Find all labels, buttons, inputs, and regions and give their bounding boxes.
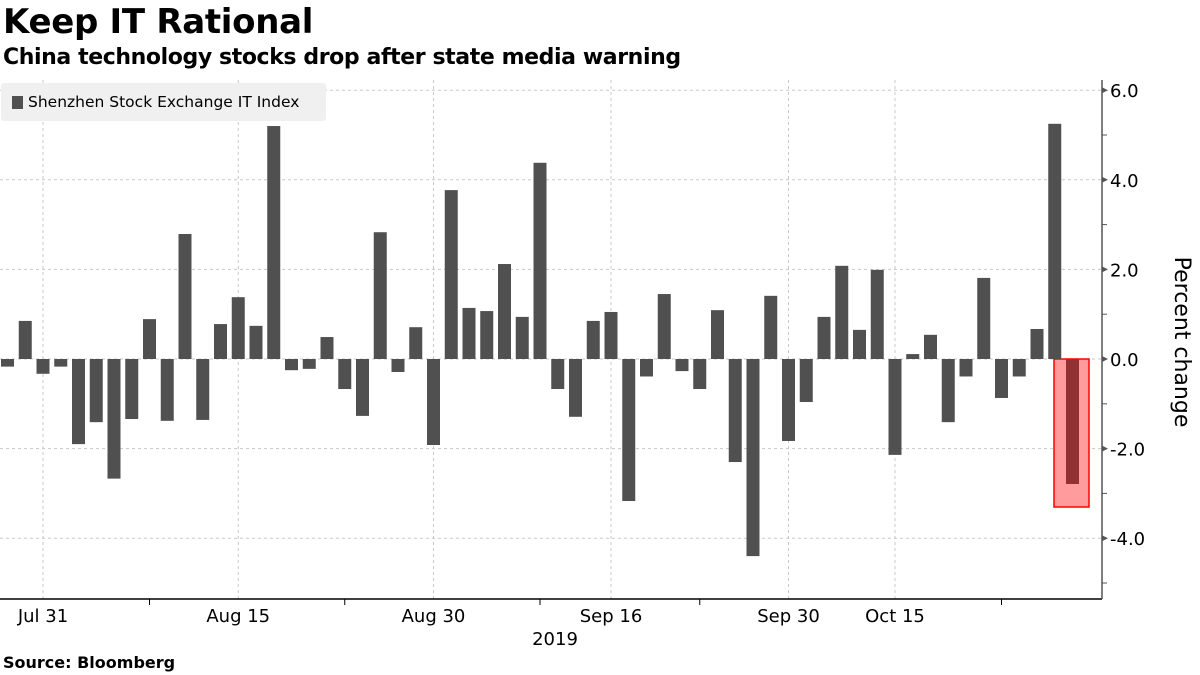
y-tick-mark (1102, 356, 1108, 362)
bar (924, 334, 937, 359)
bar (941, 359, 955, 423)
bar (409, 327, 423, 359)
y-tick-label: -2.0 (1110, 440, 1145, 461)
bar (746, 359, 760, 557)
y-tick-label: 2.0 (1110, 260, 1139, 281)
bar-highlighted (1066, 359, 1079, 484)
x-axis-label: 2019 (532, 629, 578, 650)
y-tick-mark (1102, 535, 1108, 542)
source-note: Source: Bloomberg (3, 653, 176, 672)
bar (586, 320, 600, 359)
bar (675, 359, 689, 372)
bar (515, 316, 529, 359)
bar (870, 269, 884, 359)
bar (480, 311, 494, 359)
x-tick-label: Sep 16 (580, 606, 643, 627)
bar (764, 295, 778, 359)
bar (214, 324, 227, 359)
bar (391, 359, 405, 372)
bar (569, 359, 582, 417)
bar (711, 310, 724, 359)
bar (178, 234, 192, 359)
x-tick-label: Sep 30 (757, 606, 820, 627)
x-tick-label: Oct 15 (865, 606, 925, 627)
bar (782, 359, 795, 441)
x-tick-label: Aug 30 (402, 606, 466, 627)
bar (444, 190, 458, 359)
bar (462, 307, 476, 359)
bar (18, 320, 32, 359)
bar (799, 359, 813, 403)
y-axis-label: Percent change (1169, 257, 1194, 428)
legend-swatch (12, 95, 23, 109)
bar (320, 337, 334, 359)
bar (1030, 328, 1044, 359)
y-tick-label: 4.0 (1110, 171, 1139, 192)
gridlines (0, 80, 1102, 599)
bar (728, 359, 742, 463)
bar (853, 329, 866, 359)
bar (72, 359, 85, 445)
bar (285, 359, 298, 371)
y-tick-mark (1102, 266, 1108, 273)
bar (1, 359, 14, 367)
y-tick-mark (1102, 176, 1108, 183)
bar (995, 359, 1008, 398)
legend-label: Shenzhen Stock Exchange IT Index (28, 93, 300, 111)
bar (835, 265, 849, 359)
bar (125, 359, 139, 420)
bar (622, 359, 636, 502)
chart-title: Keep IT Rational (3, 2, 314, 42)
bar (551, 359, 565, 390)
axes: 6.0 4.0 2.0 0.0 -2.0 -4.0 Jul 31 Aug 15 Aug 30 Se… (0, 80, 1145, 627)
bar (373, 232, 387, 359)
bar (249, 325, 263, 359)
bar (89, 359, 103, 423)
bar (36, 359, 50, 374)
bar (640, 359, 653, 377)
bar (498, 264, 511, 359)
bars (1, 123, 1090, 557)
y-tick-mark (1102, 445, 1108, 452)
bar (977, 277, 991, 359)
bar (160, 359, 174, 421)
x-tick-label: Jul 31 (17, 606, 68, 627)
bar (143, 319, 156, 359)
bar (533, 162, 547, 359)
bar (817, 316, 831, 359)
bar (604, 311, 618, 359)
bar (54, 359, 68, 367)
bar (427, 359, 440, 446)
bar (302, 359, 316, 369)
bar (1048, 123, 1062, 359)
bar (906, 354, 920, 359)
y-tick-label: 0.0 (1110, 350, 1139, 371)
legend: Shenzhen Stock Exchange IT Index (1, 83, 326, 121)
y-tick-mark (1102, 87, 1108, 94)
bar (693, 359, 707, 390)
bar (231, 297, 245, 359)
bar (959, 359, 973, 377)
bar (267, 126, 281, 359)
bar (107, 359, 121, 479)
x-tick-label: Aug 15 (206, 606, 270, 627)
bar (888, 359, 902, 455)
bar (338, 359, 352, 390)
bar (356, 359, 369, 416)
y-tick-label: -4.0 (1110, 529, 1145, 550)
bar (1012, 359, 1026, 377)
y-tick-label: 6.0 (1110, 81, 1139, 102)
chart-subtitle: China technology stocks drop after state… (3, 45, 681, 70)
bar (657, 294, 671, 359)
bar (196, 359, 210, 420)
